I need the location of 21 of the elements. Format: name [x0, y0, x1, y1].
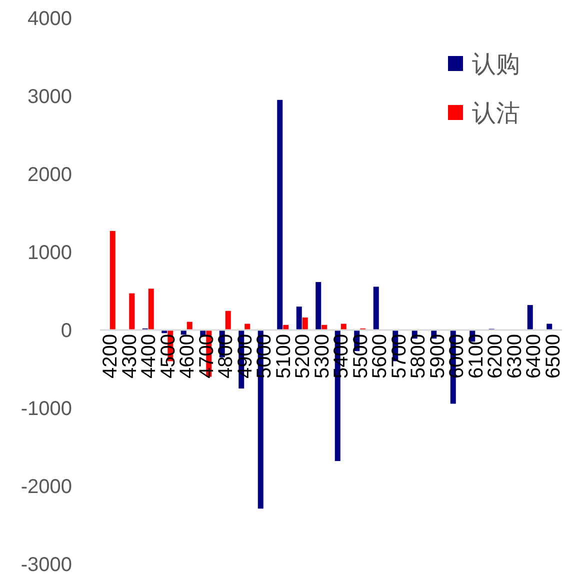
y-tick-label: -3000 — [20, 554, 72, 576]
bar — [110, 230, 116, 330]
bar — [296, 306, 302, 330]
bar — [129, 293, 135, 330]
legend-label: 认沽 — [472, 100, 520, 127]
bar — [225, 310, 231, 330]
y-tick-label: 2000 — [28, 164, 72, 186]
y-tick-label: 0 — [60, 320, 72, 342]
y-tick-label: -1000 — [20, 398, 72, 420]
legend-label: 认购 — [472, 51, 520, 78]
bar — [186, 322, 192, 330]
bar — [302, 318, 308, 330]
bar — [527, 305, 533, 330]
y-tick-label: -2000 — [20, 476, 72, 498]
bar — [148, 288, 154, 330]
bar — [373, 286, 379, 330]
y-tick-label: 4000 — [28, 8, 72, 30]
y-tick-label: 3000 — [28, 86, 72, 108]
bar — [277, 100, 283, 330]
y-tick-label: 1000 — [28, 242, 72, 264]
bar — [316, 282, 322, 330]
